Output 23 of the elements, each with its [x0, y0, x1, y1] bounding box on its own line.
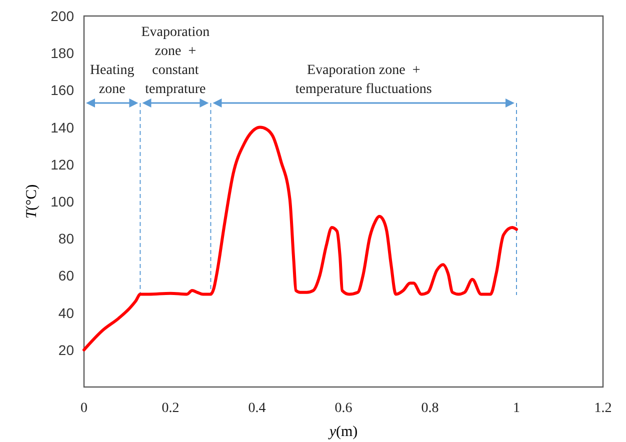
annotation: Heating zone	[90, 63, 134, 97]
x-axis-title: y(m)	[327, 424, 358, 440]
x-tick-label: 0	[80, 401, 88, 416]
y-tick-label: 160	[50, 82, 74, 98]
y-tick-label: 180	[50, 45, 74, 62]
line-series	[82, 126, 518, 352]
x-tick-label: 0.6	[334, 401, 352, 416]
y-tick-label: 20	[58, 342, 74, 358]
y-tick-label: 60	[58, 268, 74, 284]
y-axis-title: T(°C)	[24, 184, 40, 219]
annotation: Evaporation zone + temperature fluctuations	[295, 63, 432, 97]
y-tick-label: 100	[50, 194, 74, 210]
y-tick-label: 140	[50, 119, 74, 136]
x-tick-label: 0.2	[162, 401, 180, 416]
x-tick-label: 1.2	[594, 401, 612, 416]
x-tick-label: 1	[513, 401, 520, 416]
y-tick-label: 40	[58, 304, 74, 321]
y-tick-label: 120	[50, 156, 74, 172]
y-tick-label: 200	[50, 8, 74, 24]
annotation: Evaporation zone + constant temprature	[141, 25, 210, 97]
y-tick-label: 80	[58, 230, 74, 247]
x-tick-label: 0.4	[248, 401, 266, 416]
x-tick-label: 0.8	[421, 401, 439, 416]
